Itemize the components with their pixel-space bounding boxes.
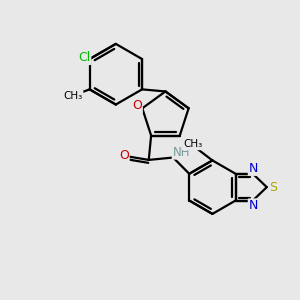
Text: O: O <box>132 99 142 112</box>
Text: N: N <box>249 200 258 212</box>
Text: S: S <box>269 181 277 194</box>
Text: O: O <box>119 149 129 162</box>
Text: N: N <box>249 162 258 175</box>
Text: CH₃: CH₃ <box>63 91 82 101</box>
Text: CH₃: CH₃ <box>183 140 202 149</box>
Text: Cl: Cl <box>78 51 90 64</box>
Text: NH: NH <box>173 146 190 159</box>
